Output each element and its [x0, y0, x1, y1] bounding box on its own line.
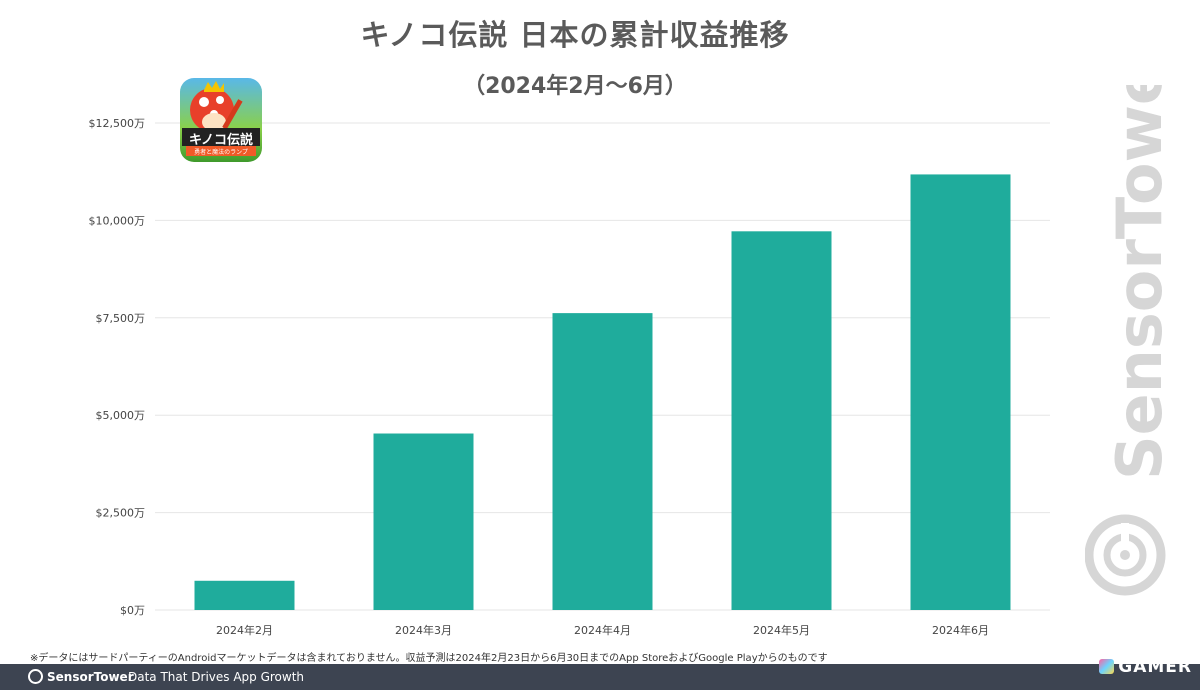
- footer-brand: SensorTower: [28, 669, 134, 684]
- y-tick-label: $7,500万: [96, 312, 146, 325]
- gamer-logo: GAMER: [1099, 657, 1192, 677]
- footer-brand-text: SensorTower: [47, 670, 134, 684]
- y-tick-label: $0万: [120, 604, 145, 617]
- bar: [910, 174, 1011, 611]
- x-tick-label: 2024年2月: [216, 623, 273, 637]
- gamer-logo-icon: [1099, 659, 1115, 674]
- bar-chart: $0万 $2,500万 $5,000万 $7,500万 $10,000万 $12,500万…: [89, 117, 1050, 637]
- x-tick-label: 2024年5月: [753, 623, 810, 637]
- bar: [552, 313, 653, 610]
- x-tick-label: 2024年4月: [574, 623, 631, 637]
- footer-bar: SensorTower Data That Drives App Growth: [0, 664, 1200, 690]
- bar: [194, 580, 295, 610]
- footer-tagline: Data That Drives App Growth: [128, 670, 305, 684]
- app-icon-subtitle: 勇者と魔法のランプ: [194, 149, 248, 156]
- x-tick-label: 2024年3月: [395, 623, 452, 637]
- mushroom-game-icon: キノコ伝説 勇者と魔法のランプ: [180, 78, 262, 162]
- sensortower-watermark: SensorTower: [1084, 32, 1176, 625]
- x-tick-label: 2024年6月: [932, 623, 989, 637]
- bar: [731, 231, 832, 610]
- gamer-logo-text: GAMER: [1118, 657, 1192, 677]
- watermark-text: SensorTower: [1103, 85, 1175, 480]
- bar: [373, 433, 474, 610]
- chart-title: キノコ伝説 日本の累計収益推移: [360, 18, 790, 52]
- y-tick-label: $5,000万: [96, 409, 146, 422]
- y-tick-label: $10,000万: [89, 214, 146, 227]
- chart-subtitle: （2024年2月～6月）: [463, 74, 687, 99]
- y-tick-label: $12,500万: [89, 117, 146, 130]
- footnote: ※データにはサードパーティーのAndroidマーケットデータは含まれておりません…: [30, 653, 828, 664]
- y-tick-label: $2,500万: [96, 507, 146, 520]
- sensortower-logo-icon: [28, 669, 43, 684]
- app-icon-title: キノコ伝説: [188, 133, 254, 148]
